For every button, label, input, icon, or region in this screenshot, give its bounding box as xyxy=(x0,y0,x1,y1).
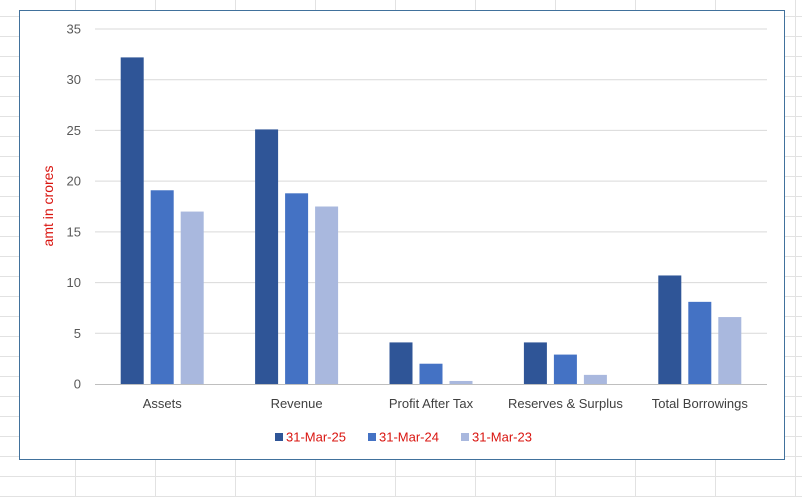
y-tick-label: 15 xyxy=(67,224,81,239)
y-tick-label: 0 xyxy=(74,377,81,392)
legend-swatch xyxy=(461,433,469,441)
bar-chart: 0 5 10 15 20 25 30 35 amt in crores Assets Reven… xyxy=(40,22,767,445)
bars xyxy=(120,57,742,385)
legend-item: 31-Mar-24 xyxy=(368,430,439,445)
y-tick-label: 35 xyxy=(67,22,81,37)
x-tick-label: Total Borrowings xyxy=(652,396,749,411)
bar xyxy=(389,342,413,384)
y-tick-label: 5 xyxy=(74,326,81,341)
bar xyxy=(180,211,204,384)
bar xyxy=(315,206,339,384)
gridlines xyxy=(95,28,767,334)
y-tick-label: 10 xyxy=(67,275,81,290)
bar xyxy=(449,380,473,384)
y-axis-ticks: 0 5 10 15 20 25 30 35 xyxy=(67,22,81,392)
bar xyxy=(658,275,682,384)
bar xyxy=(255,129,279,384)
bar xyxy=(523,342,547,384)
bar xyxy=(419,363,443,384)
legend-label: 31-Mar-24 xyxy=(379,430,439,445)
chart-area[interactable]: 0 5 10 15 20 25 30 35 amt in crores Assets Reven… xyxy=(19,10,785,460)
legend[interactable]: 31-Mar-25 31-Mar-24 31-Mar-23 xyxy=(275,430,532,445)
bar xyxy=(718,317,742,384)
legend-swatch xyxy=(275,433,283,441)
y-tick-label: 30 xyxy=(67,72,81,87)
y-tick-label: 20 xyxy=(67,174,81,189)
bar xyxy=(553,354,577,384)
bar xyxy=(688,301,712,384)
bar xyxy=(583,374,607,384)
x-tick-label: Revenue xyxy=(271,396,323,411)
category-labels: Assets Revenue Profit After Tax Reserves & … xyxy=(143,396,749,411)
x-tick-label: Profit After Tax xyxy=(389,396,474,411)
y-tick-label: 25 xyxy=(67,123,81,138)
x-tick-label: Reserves & Surplus xyxy=(508,396,623,411)
legend-swatch xyxy=(368,433,376,441)
legend-label: 31-Mar-25 xyxy=(286,430,346,445)
bar xyxy=(285,193,309,384)
bar xyxy=(150,190,174,384)
bar xyxy=(120,57,144,385)
legend-label: 31-Mar-23 xyxy=(472,430,532,445)
legend-item: 31-Mar-23 xyxy=(461,430,532,445)
legend-item: 31-Mar-25 xyxy=(275,430,346,445)
x-tick-label: Assets xyxy=(143,396,183,411)
y-axis-title: amt in crores xyxy=(40,166,56,247)
